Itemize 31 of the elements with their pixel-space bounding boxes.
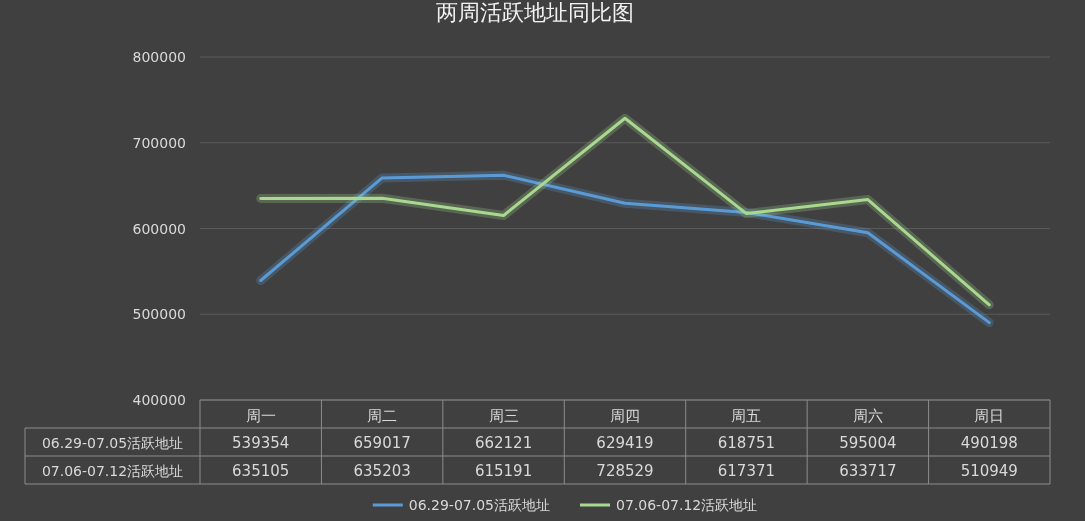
y-tick-label: 500000 bbox=[132, 306, 186, 323]
data-label: 510949 bbox=[960, 462, 1018, 480]
y-tick-label: 700000 bbox=[132, 134, 186, 151]
data-label: 539354 bbox=[232, 434, 290, 452]
data-label: 635105 bbox=[232, 462, 290, 480]
x-tick-label: 周三 bbox=[488, 407, 519, 425]
y-tick-label: 800000 bbox=[132, 49, 186, 65]
x-tick-label: 周二 bbox=[367, 407, 398, 425]
data-label: 629419 bbox=[596, 434, 654, 452]
x-tick-label: 周一 bbox=[245, 407, 276, 425]
y-tick-label: 400000 bbox=[132, 392, 186, 408]
y-tick-label: 600000 bbox=[132, 220, 186, 237]
data-label: 662121 bbox=[474, 434, 533, 452]
text: 07.06-07.12活跃地址 bbox=[41, 463, 184, 479]
x-tick-label: 周五 bbox=[731, 407, 762, 425]
data-label: 595004 bbox=[839, 434, 897, 452]
data-label: 659017 bbox=[353, 434, 411, 452]
x-tick-label: 周六 bbox=[852, 407, 883, 425]
data-label: 617371 bbox=[717, 462, 776, 480]
data-label: 633717 bbox=[839, 462, 897, 480]
chart-title: 两周活跃地址同比图 bbox=[436, 0, 634, 25]
text: 06.29-07.05活跃地址 bbox=[41, 435, 184, 451]
legend-label: 06.29-07.05活跃地址 bbox=[408, 497, 550, 513]
data-label: 615191 bbox=[474, 462, 533, 480]
x-tick-label: 周日 bbox=[974, 407, 1005, 425]
x-tick-label: 周四 bbox=[610, 407, 640, 425]
data-label: 490198 bbox=[960, 434, 1018, 452]
legend-label: 07.06-07.12活跃地址 bbox=[616, 497, 758, 513]
data-label: 728529 bbox=[596, 462, 654, 480]
data-label: 635203 bbox=[353, 462, 411, 480]
data-label: 618751 bbox=[717, 434, 776, 452]
